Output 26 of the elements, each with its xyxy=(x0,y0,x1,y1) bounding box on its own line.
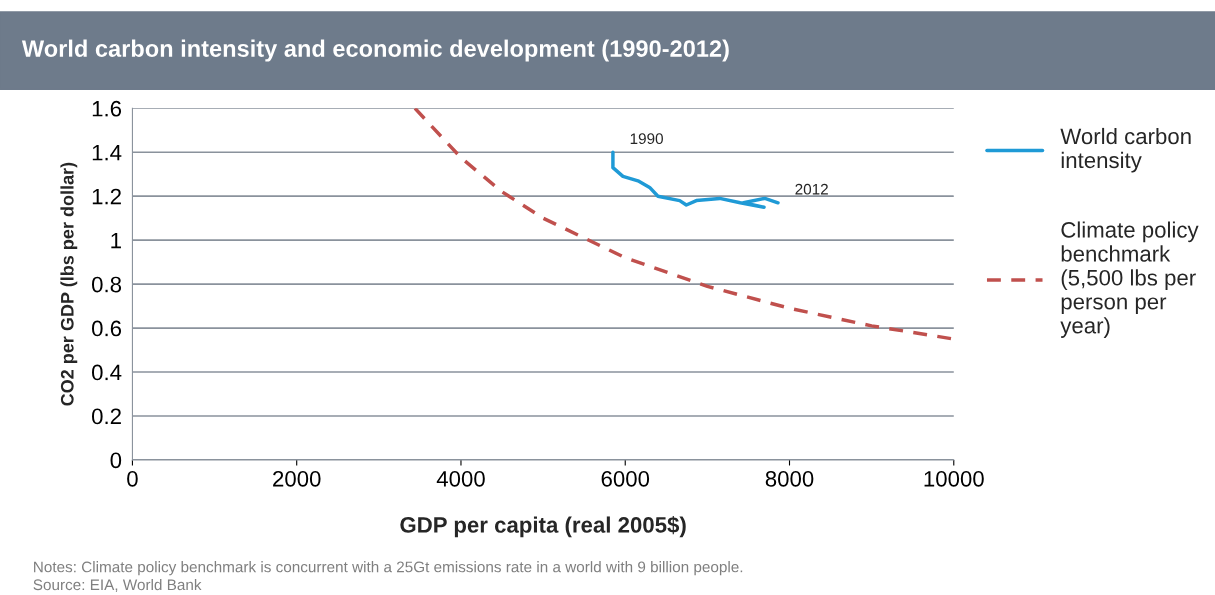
annotation: 2012 xyxy=(795,183,828,195)
x-tick-label: 8000 xyxy=(765,470,814,487)
y-tick-label: 0.8 xyxy=(92,276,122,293)
x-tick-label: 6000 xyxy=(601,470,650,487)
y-axis-title: CO2 per GDP (lbs per dollar) xyxy=(60,162,78,406)
y-tick-label: 1 xyxy=(111,232,121,249)
text: Notes: Climate policy benchmark is concurrent with a 25Gt emissions rate in a world with 9 billion people. xyxy=(34,561,743,576)
line-series xyxy=(611,150,780,209)
y-tick-label: 0 xyxy=(110,452,122,469)
x-tick-label: 0 xyxy=(127,470,138,487)
annotation: 1990 xyxy=(630,133,663,145)
y-tick-label: 1.2 xyxy=(92,188,121,205)
y-tick-label: 0.2 xyxy=(92,408,121,425)
x-axis-title: GDP per capita (real 2005$) xyxy=(400,516,686,538)
chart-title: World carbon intensity and economic development (1990-2012) xyxy=(21,39,729,62)
y-tick-label: 0.4 xyxy=(92,364,122,381)
source-note: Source: EIA, World Bank xyxy=(33,578,202,592)
x-tick-label: 4000 xyxy=(436,470,485,487)
y-tick-label: 1.6 xyxy=(92,100,122,117)
y-tick-label: 0.6 xyxy=(92,320,122,337)
legend-label: World carbon intensity xyxy=(1060,127,1191,173)
y-tick-label: 1.4 xyxy=(92,145,122,161)
line-series xyxy=(413,108,954,341)
legend-label: Climate policy benchmark (5,500 lbs per person per year) xyxy=(1060,221,1199,338)
x-tick-label: 2000 xyxy=(273,470,321,487)
x-tick-label: 10000 xyxy=(924,470,984,487)
